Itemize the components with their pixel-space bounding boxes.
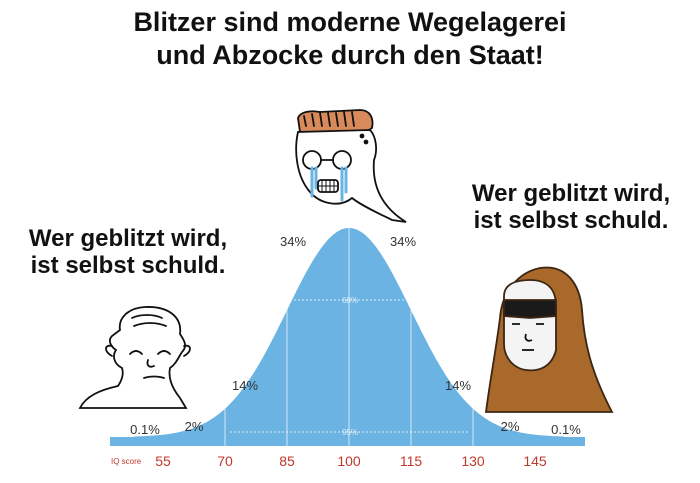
x-tick-100: 100	[337, 453, 361, 469]
wojak-left-figure	[78, 306, 191, 409]
x-tick-labels: 55 70 85 100 115 130 145	[155, 453, 547, 469]
pct-left-center: 34%	[280, 234, 306, 249]
title-line-2: und Abzocke durch den Staat!	[156, 40, 544, 70]
right-quote-line-2: ist selbst schuld.	[473, 207, 669, 234]
pct-far-left: 0.1%	[130, 422, 160, 437]
hooded-wojak-figure	[484, 266, 614, 413]
x-tick-70: 70	[217, 453, 233, 469]
left-quote-line-2: ist selbst schuld.	[30, 252, 226, 279]
x-tick-55: 55	[155, 453, 171, 469]
crying-wojak-figure	[295, 109, 407, 223]
meme-title: Blitzer sind moderne Wegelagerei und Abz…	[0, 6, 700, 72]
band-95-label: 95%	[342, 428, 358, 437]
left-quote: Wer geblitzt wird, ist selbst schuld.	[8, 225, 248, 279]
x-tick-85: 85	[279, 453, 295, 469]
right-quote: Wer geblitzt wird, ist selbst schuld.	[448, 180, 694, 234]
baseline-bar	[110, 437, 585, 446]
pct-left-tail: 2%	[185, 419, 204, 434]
right-quote-line-1: Wer geblitzt wird,	[471, 180, 671, 207]
x-tick-115: 115	[400, 453, 423, 469]
pct-far-right: 0.1%	[551, 422, 581, 437]
pct-right-tail: 2%	[501, 419, 520, 434]
pct-right-mid: 14%	[445, 378, 471, 393]
left-quote-line-1: Wer geblitzt wird,	[28, 225, 228, 252]
axis-label: IQ score	[111, 457, 142, 466]
sd-dividers	[224, 228, 474, 446]
x-tick-130: 130	[461, 453, 485, 469]
x-tick-145: 145	[523, 453, 547, 469]
pct-left-mid: 14%	[232, 378, 258, 393]
title-line-1: Blitzer sind moderne Wegelagerei	[133, 7, 567, 37]
band-68-label: 68%	[342, 296, 358, 305]
pct-right-center: 34%	[390, 234, 416, 249]
